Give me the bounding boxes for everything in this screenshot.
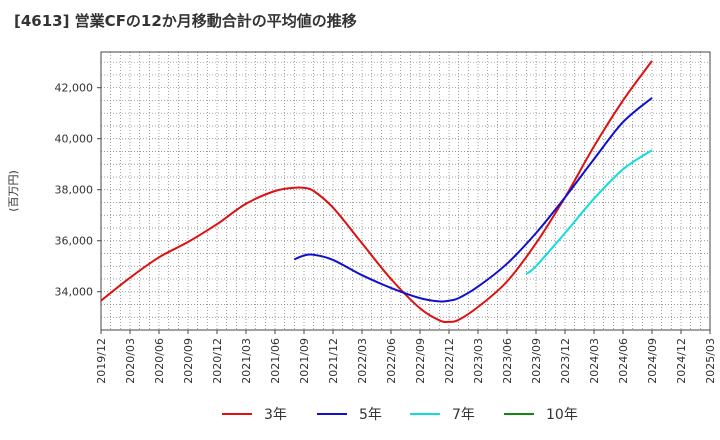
- grid: [100, 52, 711, 330]
- y-tick-label: 42,000: [55, 82, 94, 95]
- x-tick-label: 2021/12: [327, 338, 340, 384]
- legend-label: 5年: [359, 407, 382, 423]
- series-line-7年: [525, 149, 653, 275]
- series-line-3年: [100, 60, 653, 323]
- x-tick-label: 2020/09: [182, 338, 195, 384]
- plot-border: [100, 51, 711, 331]
- x-tick-label: 2023/12: [559, 338, 572, 384]
- legend-label: 3年: [264, 407, 287, 423]
- x-tick-label: 2022/03: [356, 338, 369, 384]
- x-tick-label: 2021/06: [269, 338, 282, 384]
- x-tick-label: 2019/12: [95, 338, 108, 384]
- series-line-5年: [293, 97, 653, 303]
- x-tick-label: 2021/03: [240, 338, 253, 384]
- chart-title: [4613] 営業CFの12か月移動合計の平均値の推移: [14, 12, 357, 30]
- y-axis-label: (百万円): [7, 170, 20, 212]
- legend-label: 7年: [452, 407, 475, 423]
- x-tick-label: 2024/06: [617, 338, 630, 384]
- x-tick-label: 2022/09: [414, 338, 427, 384]
- x-tick-labels: 2019/12 2020/03 2020/06 2020/09 2020/12 2021/…: [95, 330, 717, 384]
- x-tick-label: 2024/12: [675, 338, 688, 384]
- x-tick-label: 2023/06: [501, 338, 514, 384]
- series-layer: [100, 60, 653, 323]
- y-tick-label: 36,000: [55, 235, 94, 248]
- y-axis-label-group: (百万円): [7, 170, 20, 212]
- x-tick-label: 2020/03: [124, 338, 137, 384]
- x-tick-label: 2023/03: [472, 338, 485, 384]
- legend: 3年 5年 7年 10年: [222, 407, 578, 423]
- x-tick-label: 2024/09: [646, 338, 659, 384]
- x-tick-label: 2024/03: [588, 338, 601, 384]
- x-tick-label: 2023/09: [530, 338, 543, 384]
- y-tick-label: 38,000: [55, 184, 94, 197]
- y-tick-label: 40,000: [55, 133, 94, 146]
- x-tick-label: 2021/09: [298, 338, 311, 384]
- y-tick-labels: 34,000 36,000 38,000 40,000 42,000: [55, 82, 101, 299]
- x-tick-label: 2025/03: [704, 338, 717, 384]
- legend-label: 10年: [546, 407, 578, 423]
- x-tick-label: 2020/12: [211, 338, 224, 384]
- plot-frame: [100, 51, 711, 331]
- y-tick-label: 34,000: [55, 286, 94, 299]
- x-tick-label: 2022/12: [443, 338, 456, 384]
- x-tick-label: 2020/06: [153, 338, 166, 384]
- x-tick-label: 2022/06: [385, 338, 398, 384]
